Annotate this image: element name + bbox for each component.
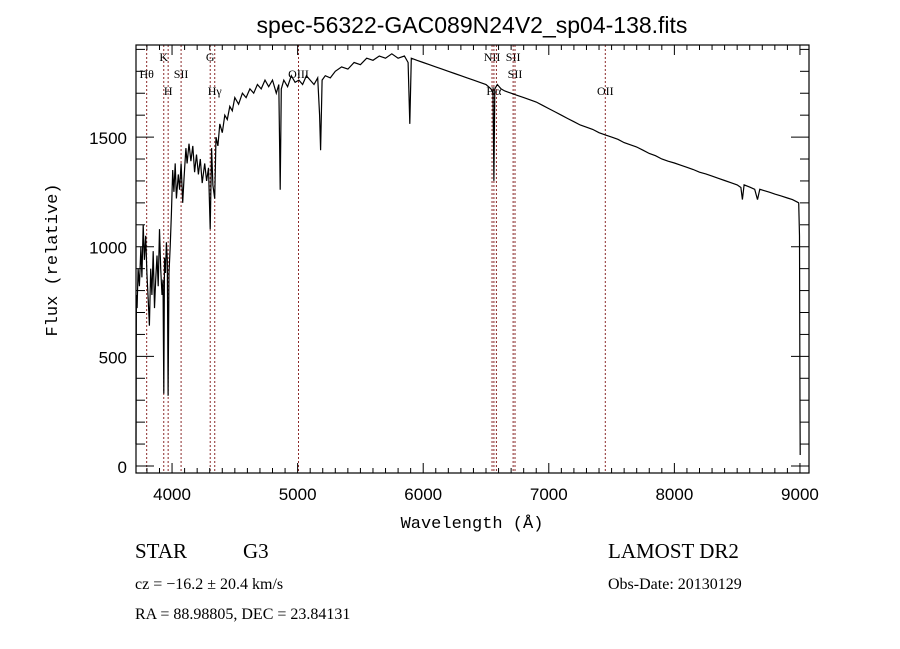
line-marker-label: NII xyxy=(484,50,501,64)
x-tick-label: 8000 xyxy=(655,485,693,504)
survey-name: LAMOST DR2 xyxy=(608,539,739,563)
x-axis-label: Wavelength (Å) xyxy=(401,515,544,534)
y-tick-label: 1500 xyxy=(89,129,127,148)
y-axis-label: Flux (relative) xyxy=(44,183,63,336)
x-tick-label: 5000 xyxy=(279,485,317,504)
chart-title: spec-56322-GAC089N24V2_sp04-138.fits xyxy=(257,12,688,38)
series-group xyxy=(135,53,801,456)
obs-date: Obs-Date: 20130129 xyxy=(608,576,742,593)
subclass: G3 xyxy=(243,539,269,563)
coordinates-text: RA = 88.98805, DEC = 23.84131 xyxy=(135,606,350,623)
line-marker-label: Hθ xyxy=(139,67,154,81)
line-marker-label: H xyxy=(164,84,173,98)
redshift-text: cz = −16.2 ± 20.4 km/s xyxy=(135,576,283,593)
line-marker-label: OIII xyxy=(288,67,309,81)
x-tick-label: 4000 xyxy=(153,485,191,504)
x-tick-label: 7000 xyxy=(530,485,568,504)
y-tick-label: 1000 xyxy=(89,239,127,258)
x-tick-label: 9000 xyxy=(781,485,819,504)
line-marker-label: Hγ xyxy=(208,84,223,98)
line-marker-label: OII xyxy=(597,84,614,98)
line-marker-label: G xyxy=(206,50,215,64)
line-marker-label: K xyxy=(159,50,168,64)
axis-ticks: 4000 5000 6000 7000 8000 9000 0 500 1000 1500 xyxy=(89,45,819,504)
object-class: STAR xyxy=(135,539,187,563)
plot-frame xyxy=(135,44,810,474)
x-tick-label: 6000 xyxy=(404,485,442,504)
y-tick-label: 500 xyxy=(99,348,127,367)
line-marker-label: SII xyxy=(508,67,523,81)
spectrum-line xyxy=(135,53,801,456)
line-marker-label: SII xyxy=(506,50,521,64)
line-marker-label: SII xyxy=(174,67,189,81)
y-tick-label: 0 xyxy=(118,458,127,477)
